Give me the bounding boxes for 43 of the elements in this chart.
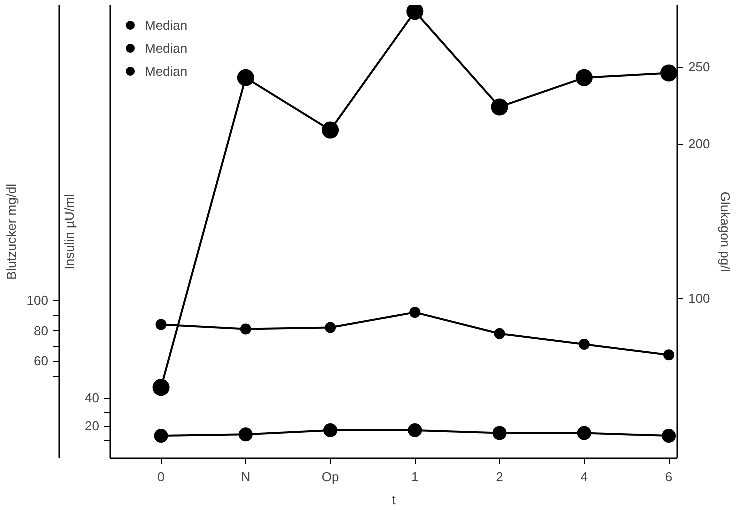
y-tick-label: 20 [85,418,100,434]
legend-label: Median [145,64,188,78]
point [154,429,168,444]
y3-tick-label: 250 [688,60,710,75]
point [576,69,593,86]
y2-tick-label: 100 [26,292,49,308]
x-tick-label: 6 [665,470,673,484]
point [325,322,336,334]
point [410,307,421,318]
point [237,69,254,86]
y3-axis-title: Glukagon pg/l [718,192,734,272]
y2-tick-label: 80 [34,323,49,338]
point [491,98,508,116]
point [577,426,592,440]
x-axis-title: t [392,492,396,508]
x-tick-label: 4 [580,470,588,484]
x-tick-label: 1 [412,470,419,484]
point [324,423,338,438]
y-tick-label: 40 [85,390,100,406]
legend-label: Median [145,18,188,32]
point [322,122,340,139]
point [664,350,675,361]
x-tick-label: 2 [496,470,504,484]
point [152,379,170,396]
point [492,426,507,440]
y3-tick-label: 100 [688,290,710,306]
x-tick-label: Op [322,470,340,484]
y2-axis-title: Blutzucker mg/dl [4,184,19,280]
point [406,6,424,20]
point [156,319,167,330]
point [578,339,590,350]
y2-tick-label: 60 [34,354,49,369]
point [494,328,506,340]
y3-tick-label: 200 [688,136,710,152]
point [408,423,422,438]
legend-label: Median [145,40,188,56]
point [662,429,676,444]
point [240,324,252,335]
point [660,64,678,82]
point [238,428,253,442]
x-tick-label: N [241,470,251,484]
y-axis-title: Insulin µU/ml [62,194,78,270]
x-tick-label: 0 [158,470,165,484]
